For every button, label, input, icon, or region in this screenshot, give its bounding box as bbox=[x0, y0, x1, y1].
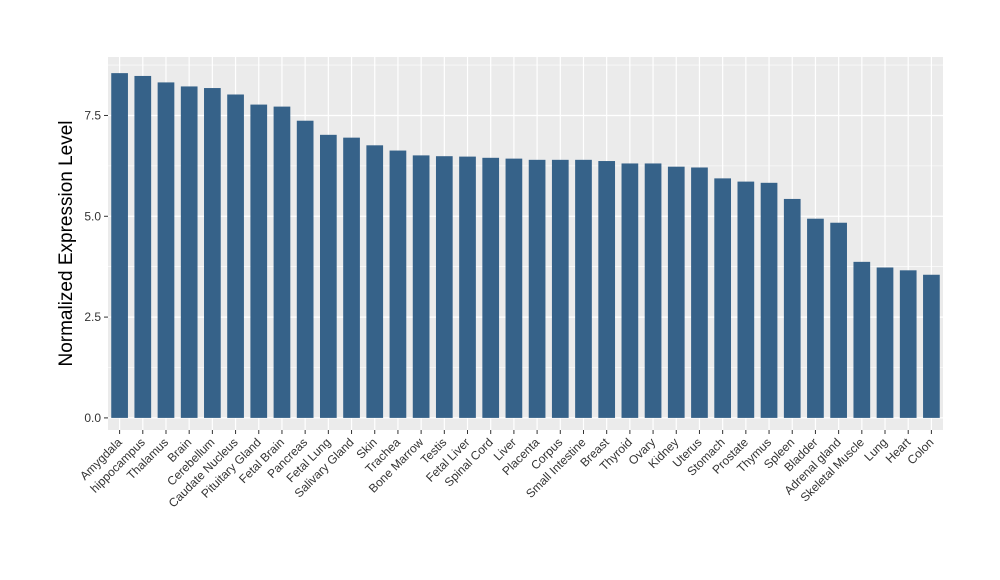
x-tick-label: Colon bbox=[904, 435, 936, 467]
bar bbox=[505, 158, 523, 418]
bar bbox=[830, 222, 847, 418]
bar bbox=[691, 167, 708, 418]
bar bbox=[528, 159, 546, 418]
bar bbox=[899, 270, 917, 418]
bar bbox=[598, 161, 616, 418]
bar bbox=[551, 159, 569, 418]
y-axis-title: Normalized Expression Level bbox=[56, 120, 77, 366]
bar bbox=[737, 181, 755, 418]
bar bbox=[435, 156, 453, 418]
y-tick-label: 2.5 bbox=[84, 310, 101, 324]
y-axis: 0.0 2.5 5.0 7.5 bbox=[84, 108, 108, 425]
bar bbox=[296, 120, 314, 418]
bar bbox=[319, 134, 337, 418]
bar bbox=[250, 104, 268, 418]
bar bbox=[876, 267, 894, 418]
bar bbox=[157, 82, 175, 418]
bar bbox=[227, 94, 244, 418]
y-tick-label: 5.0 bbox=[84, 209, 101, 223]
bar bbox=[343, 137, 360, 418]
bar bbox=[575, 159, 592, 418]
y-tick-label: 0.0 bbox=[84, 411, 101, 425]
y-tick-label: 7.5 bbox=[84, 108, 101, 122]
bar bbox=[714, 178, 732, 418]
bar bbox=[180, 86, 198, 418]
bar bbox=[807, 218, 824, 418]
bar bbox=[644, 163, 662, 418]
bar bbox=[459, 156, 476, 418]
bar bbox=[667, 166, 685, 418]
bar bbox=[760, 182, 778, 418]
bar bbox=[783, 198, 801, 418]
bar bbox=[134, 75, 152, 418]
x-axis: AmygdalahippocampusThalamusBrainCerebell… bbox=[77, 430, 937, 510]
bar bbox=[111, 73, 128, 418]
bar bbox=[923, 274, 940, 418]
bar bbox=[621, 163, 639, 418]
bar bbox=[366, 145, 384, 418]
plot-panel bbox=[108, 57, 943, 430]
bar bbox=[482, 157, 500, 418]
bar bbox=[273, 106, 291, 418]
bar bbox=[853, 261, 871, 418]
bars-layer bbox=[111, 73, 940, 418]
bar bbox=[389, 150, 407, 418]
bar bbox=[412, 155, 430, 418]
bar bbox=[204, 88, 221, 418]
